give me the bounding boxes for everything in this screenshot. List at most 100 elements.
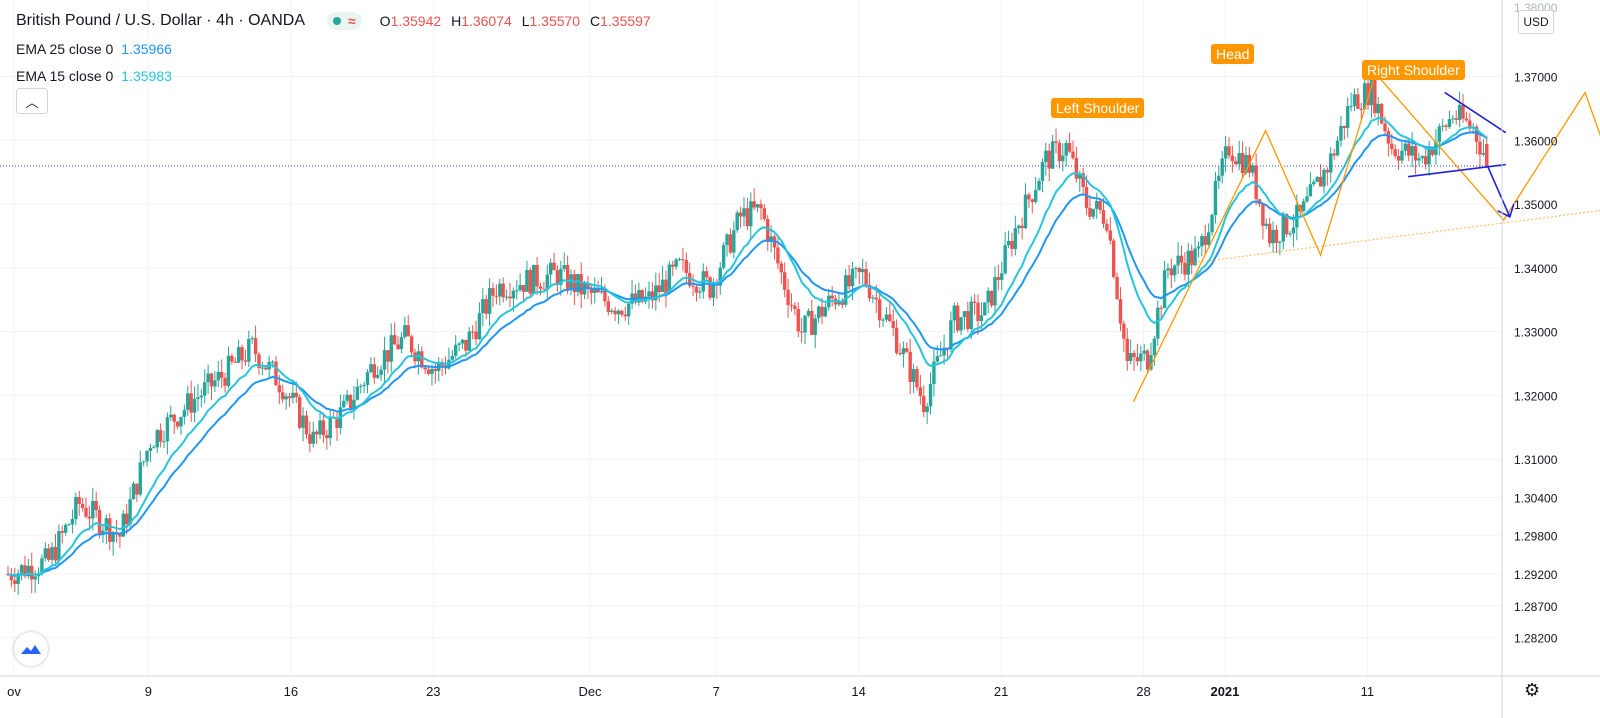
candle-body (1223, 146, 1228, 159)
candle-body (1217, 175, 1221, 181)
candle-body (596, 289, 600, 293)
candle-body (464, 339, 468, 351)
candles-layer (6, 69, 1489, 595)
candle-body (1240, 153, 1245, 174)
candle-body (16, 573, 20, 584)
currency-badge[interactable]: USD (1518, 10, 1554, 34)
candle-body (684, 260, 689, 273)
candle-body (467, 331, 471, 351)
ohlc-close-key: C (589, 13, 601, 29)
annotation-head[interactable]: Head (1211, 44, 1255, 64)
candle-body (97, 509, 102, 534)
candle-body (199, 395, 204, 398)
candle-body (1329, 153, 1333, 173)
candle-body (270, 361, 275, 363)
candle-body (213, 380, 217, 387)
candle-body (1033, 190, 1038, 202)
candle-body (555, 270, 560, 285)
time-axis[interactable]: ov 9 16 23 Dec 7 14 21 28 2021 11 (7, 684, 1374, 699)
price-tick-label: 1.33000 (1514, 326, 1558, 340)
time-tick-label: 2021 (1210, 684, 1239, 699)
candle-body (986, 290, 990, 303)
candle-body (854, 267, 858, 269)
candle-body (1424, 156, 1428, 165)
candle-body (13, 580, 17, 584)
candle-body (603, 290, 607, 302)
candle-body (226, 355, 231, 386)
market-status-pill[interactable]: ≈ (326, 12, 362, 30)
indicator-ema25[interactable]: EMA 25 close 0 1.35966 (16, 41, 657, 59)
candle-body (30, 565, 34, 580)
candle-body (928, 383, 933, 407)
symbol-title[interactable]: British Pound / U.S. Dollar · 4h · OANDA (16, 12, 305, 29)
candle-body (1213, 180, 1218, 215)
candle-body (1376, 103, 1380, 114)
candle-body (718, 267, 722, 286)
candle-body (1386, 131, 1391, 144)
candle-body (311, 431, 315, 444)
candle-body (955, 305, 960, 331)
candle-body (796, 308, 800, 332)
candle-body (396, 344, 400, 350)
candle-body (423, 367, 427, 370)
candle-body (494, 295, 499, 297)
candle-body (420, 351, 424, 368)
time-tick-label: 9 (145, 684, 152, 699)
candle-body (277, 385, 282, 393)
candle-body (915, 369, 919, 388)
annotation-right-shoulder[interactable]: Right Shoulder (1362, 60, 1465, 80)
candle-body (175, 421, 180, 427)
candle-body (742, 208, 746, 217)
ohlc-low-value: 1.35570 (529, 13, 581, 29)
candle-body (867, 284, 872, 299)
candle-body (535, 264, 539, 287)
price-tick-label: 1.36000 (1514, 134, 1558, 148)
candle-body (1030, 199, 1034, 202)
candle-body (165, 417, 170, 442)
candle-body (1054, 141, 1058, 143)
price-tick-label: 1.29200 (1514, 568, 1558, 582)
candle-body (152, 447, 156, 449)
neckline (1178, 210, 1600, 266)
candle-body (1356, 94, 1360, 109)
candle-body (43, 548, 48, 559)
annotation-left-shoulder[interactable]: Left Shoulder (1051, 98, 1145, 118)
candle-body (260, 367, 265, 369)
candle-body (1261, 204, 1265, 226)
candle-body (1050, 141, 1055, 169)
candle-body (1010, 241, 1014, 249)
candle-body (1430, 148, 1435, 155)
candle-body (711, 282, 716, 298)
collapse-legend-button[interactable]: ︿ (16, 88, 48, 114)
candle-body (1284, 214, 1289, 235)
candle-body (562, 265, 566, 269)
candle-body (94, 500, 98, 510)
ohlc-open-value: 1.35942 (390, 13, 442, 29)
candle-body (314, 431, 319, 435)
candle-body (864, 269, 868, 285)
candle-body (487, 288, 492, 314)
candle-body (294, 392, 298, 398)
candle-body (1461, 104, 1465, 119)
candle-body (942, 347, 946, 356)
candle-body (257, 354, 261, 368)
tradingview-logo[interactable] (14, 632, 48, 666)
candle-body (1312, 181, 1316, 185)
candle-body (857, 267, 862, 273)
candle-body (477, 313, 482, 340)
candle-body (810, 310, 814, 335)
candle-body (677, 259, 682, 261)
candle-body (861, 269, 865, 273)
gear-icon[interactable]: ⚙ (1524, 680, 1541, 700)
candle-body (359, 385, 363, 387)
candle-body (403, 325, 407, 338)
candle-body (203, 382, 207, 396)
candle-body (233, 361, 237, 363)
indicator-ema15[interactable]: EMA 15 close 0 1.35983 (16, 68, 657, 86)
candle-body (650, 291, 655, 301)
candle-body (749, 201, 753, 227)
candle-body (1325, 169, 1330, 173)
candle-body (108, 518, 112, 542)
